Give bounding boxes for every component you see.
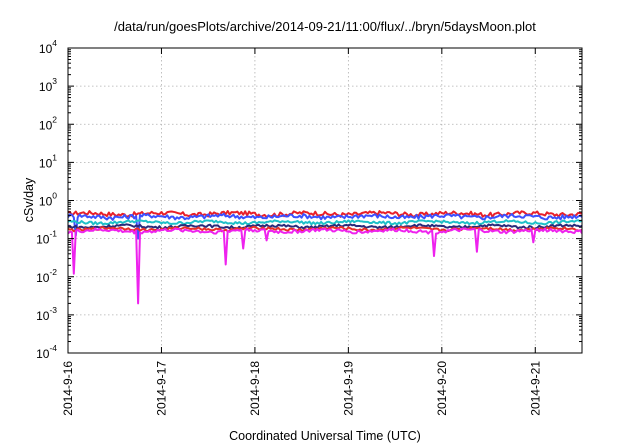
y-tick-label: 10-4 [36,343,57,361]
grid [68,48,582,353]
y-tick-exponent: -4 [49,343,57,353]
y-tick-label: 10-3 [36,305,57,323]
series-line [68,227,582,305]
y-tick-label: 102 [39,114,57,132]
y-tick-base: 10 [36,309,50,323]
y-tick-exponent: 3 [52,76,57,86]
y-axis-label: cSv/day [22,177,36,222]
y-tick-base: 10 [39,118,53,132]
y-tick-exponent: 0 [52,191,57,201]
y-tick-label: 104 [39,38,57,56]
y-tick-exponent: 4 [52,38,57,48]
x-tick-label: 2014-9-16 [61,361,75,416]
y-tick-label: 101 [39,152,57,170]
y-tick-base: 10 [39,80,53,94]
chart-title: /data/run/goesPlots/archive/2014-09-21/1… [114,19,536,34]
x-tick-label: 2014-9-19 [341,361,355,416]
y-tick-base: 10 [39,42,53,56]
y-tick-exponent: -1 [49,229,57,239]
x-tick-label: 2014-9-18 [248,361,262,416]
y-tick-label: 10-2 [36,267,57,285]
x-tick-label: 2014-9-21 [528,361,542,416]
y-tick-exponent: -3 [49,305,57,315]
ticks [67,47,582,354]
y-tick-exponent: 2 [52,114,57,124]
y-tick-exponent: -2 [49,267,57,277]
series-line [68,212,582,240]
y-tick-label: 100 [39,191,57,209]
series-line [68,223,582,230]
y-tick-base: 10 [39,195,53,209]
y-tick-base: 10 [36,233,50,247]
series-group [68,210,582,305]
y-tick-base: 10 [36,347,50,361]
x-tick-labels: 2014-9-16 2014-9-17 2014-9-18 2014-9-19 2014… [61,361,542,416]
y-tick-label: 103 [39,76,57,94]
x-tick-label: 2014-9-17 [154,361,168,416]
series-line [68,219,582,226]
y-tick-exponent: 1 [52,152,57,162]
y-tick-label: 10-1 [36,229,57,247]
x-axis-label: Coordinated Universal Time (UTC) [229,429,421,443]
y-tick-base: 10 [36,271,50,285]
series-line [68,210,582,219]
y-tick-base: 10 [39,156,53,170]
x-tick-label: 2014-9-20 [435,361,449,416]
